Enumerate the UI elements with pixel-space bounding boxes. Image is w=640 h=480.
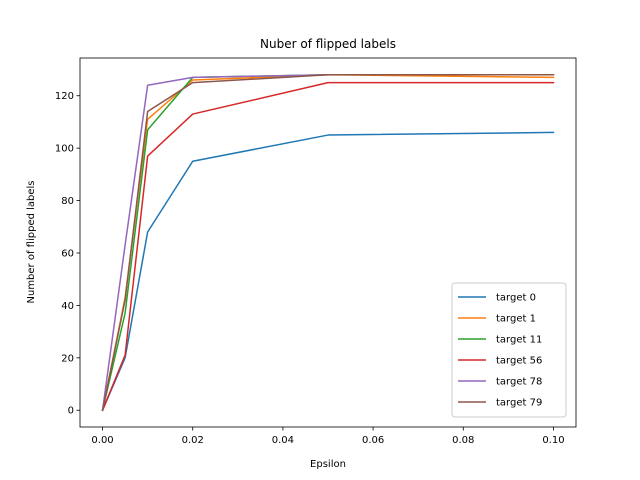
legend-label: target 79 — [496, 398, 542, 409]
y-tick-label: 0 — [68, 406, 74, 417]
series-line-target-79 — [101, 74, 555, 412]
legend-label: target 56 — [496, 356, 542, 367]
legend-label: target 78 — [496, 377, 542, 388]
legend-label: target 11 — [496, 335, 542, 346]
y-tick-label: 60 — [61, 248, 74, 259]
x-tick-label: 0.10 — [542, 435, 564, 446]
series-line-target-56 — [101, 81, 555, 412]
y-tick-label: 20 — [61, 353, 74, 364]
y-tick-label: 100 — [55, 144, 74, 155]
x-tick-label: 0.00 — [91, 435, 113, 446]
x-tick-label: 0.08 — [452, 435, 474, 446]
y-axis-label: Number of flipped labels — [26, 180, 37, 303]
legend: target 0 target 1 target 11 target 56 target… — [451, 282, 567, 418]
x-axis-label: Epsilon — [310, 459, 346, 470]
y-tick-label: 40 — [61, 301, 74, 312]
axes-frame — [79, 57, 577, 428]
x-tick-label: 0.02 — [182, 435, 204, 446]
x-tick-label: 0.06 — [362, 435, 384, 446]
legend-label: target 0 — [496, 293, 536, 304]
axes: 0.00 0.02 0.04 0.06 0.08 0.10 0 20 40 60 80 100 120 — [55, 57, 577, 446]
legend-label: target 1 — [496, 314, 536, 325]
series-line-target-0 — [101, 131, 555, 412]
x-tick-label: 0.04 — [272, 435, 294, 446]
plot-area — [101, 74, 555, 412]
y-tick-label: 80 — [61, 196, 74, 207]
chart-title: Nuber of flipped labels — [260, 37, 396, 51]
y-tick-label: 120 — [55, 91, 74, 102]
legend-box — [451, 282, 567, 418]
